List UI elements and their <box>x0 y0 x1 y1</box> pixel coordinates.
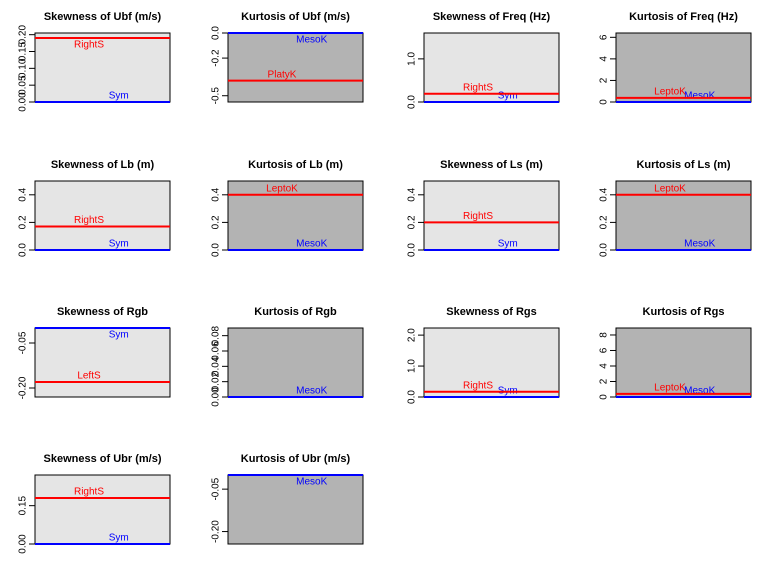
line-label: LeftS <box>77 371 101 382</box>
y-tick-label: 0.4 <box>211 187 222 201</box>
line-label: LeptoK <box>654 183 686 194</box>
panel-title: Skewness of Ubr (m/s) <box>44 453 162 465</box>
y-tick-label: 0.2 <box>211 215 222 229</box>
y-tick-label: 8 <box>599 332 610 338</box>
panel-title: Skewness of Freq (Hz) <box>433 11 551 23</box>
line-label: MesoK <box>296 386 327 397</box>
y-tick-label: 0.04 <box>211 356 222 376</box>
y-tick-label: 0.0 <box>407 390 418 404</box>
y-tick-label: 0.08 <box>211 325 222 345</box>
plot-area <box>615 32 752 103</box>
y-tick-label: 1.0 <box>407 51 418 65</box>
line-label: MesoK <box>296 477 327 488</box>
line-label: LeptoK <box>654 87 686 98</box>
y-tick-label: 0.0 <box>211 243 222 257</box>
line-label: LeptoK <box>266 183 298 194</box>
plot-area <box>615 180 752 251</box>
panel-title: Skewness of Rgb <box>57 306 148 318</box>
plot-area <box>423 327 560 398</box>
line-label: Sym <box>109 533 129 544</box>
y-tick-label: 2 <box>599 77 610 83</box>
y-tick-label: 0.06 <box>211 341 222 361</box>
y-tick-label: 0.10 <box>18 58 29 78</box>
panel-title: Kurtosis of Ubf (m/s) <box>241 11 350 23</box>
line-label: MesoK <box>684 386 715 397</box>
line-label: Sym <box>109 91 129 102</box>
y-tick-label: 1.0 <box>407 359 418 373</box>
plot-area <box>227 32 364 103</box>
y-tick-label: 6 <box>599 347 610 353</box>
line-label: Sym <box>498 91 518 102</box>
y-tick-label: 0.2 <box>18 215 29 229</box>
y-tick-label: 0.4 <box>599 187 610 201</box>
y-tick-label: 0.00 <box>211 387 222 407</box>
line-label: RightS <box>74 215 104 226</box>
panel-title: Kurtosis of Ls (m) <box>636 159 730 171</box>
y-tick-label: 0.0 <box>599 243 610 257</box>
y-tick-label: -0.2 <box>211 49 222 67</box>
y-tick-label: 0.0 <box>407 243 418 257</box>
line-label: RightS <box>463 82 493 93</box>
y-tick-label: -0.20 <box>211 520 222 543</box>
line-label: RightS <box>463 380 493 391</box>
line-label: Sym <box>109 239 129 250</box>
panel-title: Kurtosis of Rgs <box>643 306 725 318</box>
y-tick-label: 0.0 <box>211 26 222 40</box>
line-label: LeptoK <box>654 383 686 394</box>
plot-area <box>227 180 364 251</box>
y-tick-label: 0.00 <box>18 534 29 554</box>
y-tick-label: 0.0 <box>407 95 418 109</box>
y-tick-label: -0.5 <box>211 87 222 105</box>
line-label: Sym <box>109 330 129 341</box>
plot-area <box>34 327 171 398</box>
panel-title: Kurtosis of Rgb <box>254 306 337 318</box>
y-tick-label: -0.20 <box>18 376 29 399</box>
y-tick-label: 0.2 <box>407 215 418 229</box>
y-tick-label: 0.4 <box>18 187 29 201</box>
line-label: RightS <box>74 487 104 498</box>
line-label: MesoK <box>684 91 715 102</box>
panel-title: Kurtosis of Lb (m) <box>248 159 343 171</box>
panel-title: Skewness of Ubf (m/s) <box>44 11 162 23</box>
line-label: MesoK <box>684 239 715 250</box>
plot-area <box>227 474 364 545</box>
y-tick-label: 0.4 <box>407 187 418 201</box>
plot-area <box>615 327 752 398</box>
y-tick-label: 0.15 <box>18 495 29 515</box>
y-tick-label: 6 <box>599 34 610 40</box>
panel-title: Kurtosis of Freq (Hz) <box>629 11 738 23</box>
y-tick-label: 0.0 <box>18 243 29 257</box>
line-label: RightS <box>463 211 493 222</box>
y-tick-label: 2 <box>599 378 610 384</box>
y-tick-label: 0.02 <box>211 371 222 391</box>
panel-title: Skewness of Rgs <box>446 306 536 318</box>
line-label: RightS <box>74 40 104 51</box>
line-label: MesoK <box>296 35 327 46</box>
line-label: MesoK <box>296 239 327 250</box>
panel-title: Kurtosis of Ubr (m/s) <box>241 453 351 465</box>
y-tick-label: 0.05 <box>18 75 29 95</box>
y-tick-label: 0.15 <box>18 41 29 61</box>
y-tick-label: 0 <box>599 394 610 400</box>
y-tick-label: 0.2 <box>599 215 610 229</box>
plot-area <box>227 327 364 398</box>
line-label: Sym <box>498 239 518 250</box>
plot-area <box>34 32 171 103</box>
y-tick-label: 0.20 <box>18 25 29 45</box>
line-label: PlatyK <box>268 69 297 80</box>
y-tick-label: 0.00 <box>18 92 29 112</box>
y-tick-label: -0.05 <box>211 477 222 500</box>
plot-area <box>423 180 560 251</box>
plot-area <box>34 474 171 545</box>
y-tick-label: -0.05 <box>18 331 29 354</box>
panel-title: Skewness of Lb (m) <box>51 159 155 171</box>
y-tick-label: 2.0 <box>407 328 418 342</box>
y-tick-label: 0 <box>599 99 610 105</box>
y-tick-label: 4 <box>599 363 610 369</box>
y-tick-label: 4 <box>599 56 610 62</box>
panel-title: Skewness of Ls (m) <box>440 159 543 171</box>
